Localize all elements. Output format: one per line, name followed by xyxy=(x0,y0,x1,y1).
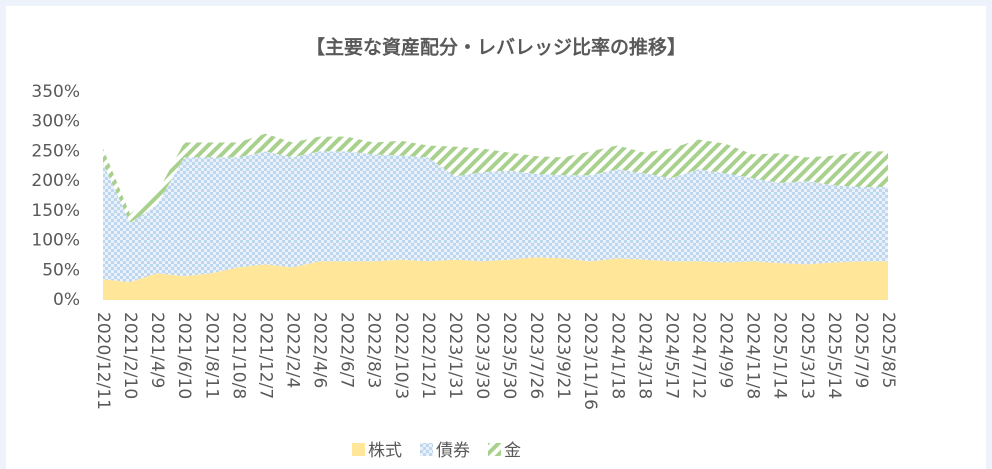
legend-swatch xyxy=(420,443,433,456)
x-tick-label: 2021/4/9 xyxy=(147,312,167,388)
y-tick-label: 100% xyxy=(31,231,80,251)
x-tick-label: 2024/11/8 xyxy=(743,312,763,399)
x-tick-label: 2022/10/3 xyxy=(391,312,411,399)
x-tick-label: 2022/2/4 xyxy=(282,312,302,388)
x-tick-label: 2023/11/16 xyxy=(580,312,600,410)
x-tick-label: 2022/4/6 xyxy=(310,312,330,388)
x-tick-label: 2024/5/17 xyxy=(661,312,681,399)
x-tick-label: 2021/10/8 xyxy=(228,312,248,399)
x-tick-label: 2023/3/30 xyxy=(472,312,492,399)
area xyxy=(103,257,888,300)
x-tick-label: 2020/12/11 xyxy=(93,312,113,410)
chart-title: 【主要な資産配分・レバレッジ比率の推移】 xyxy=(306,36,686,59)
x-tick-label: 2022/6/7 xyxy=(337,312,357,388)
x-tick-label: 2023/7/26 xyxy=(526,312,546,399)
x-tick-label: 2025/5/14 xyxy=(824,312,844,399)
x-tick-label: 2025/3/13 xyxy=(797,312,817,399)
y-tick-label: 200% xyxy=(31,171,80,191)
x-tick-label: 2022/12/1 xyxy=(418,312,438,399)
y-tick-label: 300% xyxy=(31,112,80,132)
legend-label: 債券 xyxy=(436,441,470,461)
x-tick-label: 2021/12/7 xyxy=(255,312,275,399)
y-tick-label: 250% xyxy=(31,141,80,161)
y-tick-label: 0% xyxy=(53,290,80,310)
x-tick-label: 2023/9/21 xyxy=(553,312,573,399)
y-tick-label: 150% xyxy=(31,201,80,221)
x-tick-label: 2024/1/18 xyxy=(607,312,627,399)
legend-label: 金 xyxy=(504,441,521,461)
x-tick-label: 2021/6/10 xyxy=(174,312,194,399)
x-tick-label: 2024/9/9 xyxy=(716,312,736,388)
area xyxy=(103,151,888,283)
x-tick-label: 2021/2/10 xyxy=(120,312,140,399)
x-tick-label: 2024/3/18 xyxy=(634,312,654,399)
y-tick-label: 50% xyxy=(42,260,80,280)
area xyxy=(103,133,888,223)
x-tick-label: 2023/1/31 xyxy=(445,312,465,399)
legend-label: 株式 xyxy=(368,441,402,461)
x-tick-label: 2021/8/11 xyxy=(201,312,221,399)
x-tick-label: 2022/8/3 xyxy=(364,312,384,388)
x-tick-label: 2024/7/12 xyxy=(689,312,709,399)
y-tick-label: 350% xyxy=(31,82,80,102)
x-tick-label: 2025/1/14 xyxy=(770,312,790,399)
x-tick-label: 2023/5/30 xyxy=(499,312,519,399)
legend-swatch xyxy=(352,443,365,456)
legend-swatch xyxy=(488,443,501,456)
x-tick-label: 2025/7/9 xyxy=(851,312,871,388)
x-tick-label: 2025/8/5 xyxy=(878,312,898,388)
